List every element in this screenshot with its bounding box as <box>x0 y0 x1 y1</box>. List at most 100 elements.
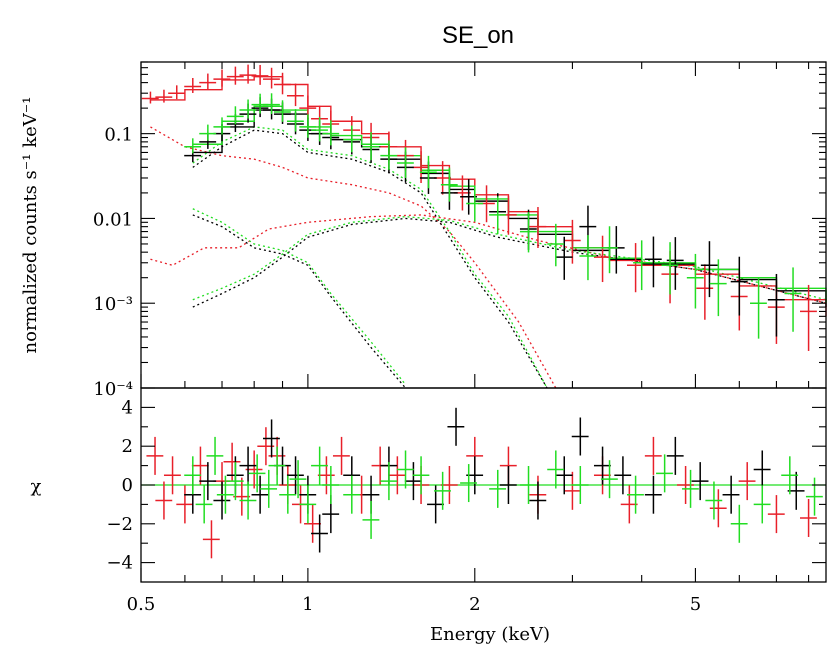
component-curve-black-soft <box>192 129 548 389</box>
residual-point-red <box>146 436 164 475</box>
y-tick-label-residuals: 4 <box>122 397 133 418</box>
data-point-green <box>226 106 244 125</box>
data-point-green <box>489 196 507 235</box>
residual-point-green <box>206 436 224 475</box>
y-tick-label-residuals: 2 <box>122 436 133 457</box>
residual-point-red <box>767 495 785 534</box>
data-point-green <box>273 100 291 122</box>
residual-point-green <box>299 485 317 524</box>
model-line-red <box>150 75 827 317</box>
data-point-green <box>239 99 257 119</box>
residual-point-green <box>547 450 565 489</box>
data-point-red <box>239 64 257 84</box>
residual-point-green <box>184 456 202 495</box>
data-point-green <box>600 226 618 274</box>
residual-point-green <box>805 477 823 516</box>
residual-point-green <box>600 460 618 499</box>
data-point-green <box>396 147 414 178</box>
component-curve-black-hard <box>192 217 827 308</box>
residual-point-black <box>251 475 269 514</box>
residual-point-black <box>644 475 662 514</box>
residual-point-black <box>691 462 709 501</box>
data-point-red <box>286 83 304 107</box>
residual-point-green <box>781 456 799 495</box>
residual-point-red <box>800 498 817 537</box>
residual-point-green <box>268 446 286 485</box>
data-point-green <box>380 140 398 170</box>
residual-point-black <box>213 481 231 520</box>
residual-point-green <box>248 454 266 493</box>
residual-point-red <box>677 466 694 504</box>
residual-point-red <box>304 504 321 543</box>
residual-point-green <box>412 456 430 495</box>
residual-point-green <box>753 485 771 524</box>
residual-point-red <box>176 485 194 524</box>
residual-point-green <box>260 469 278 508</box>
x-tick-label: 1 <box>302 594 313 615</box>
residual-point-black <box>404 462 422 501</box>
residual-point-green <box>656 454 673 493</box>
component-curve-red-soft <box>150 126 557 389</box>
data-point-red <box>529 207 547 249</box>
data-point-red <box>273 72 291 95</box>
residual-point-green <box>239 481 257 520</box>
data-point-red <box>168 85 186 100</box>
data-point-red <box>593 235 611 283</box>
data-point-green <box>579 235 597 281</box>
residual-point-red <box>709 489 727 528</box>
residual-point-green <box>343 475 361 514</box>
y-tick-label-residuals: 0 <box>122 475 133 496</box>
residual-point-red <box>440 466 458 504</box>
residual-point-black <box>529 481 547 520</box>
residual-point-red <box>388 456 406 495</box>
model-line-black <box>192 109 827 308</box>
residual-point-green <box>434 471 451 510</box>
data-point-black <box>644 236 662 288</box>
data-point-green <box>343 125 361 153</box>
residual-point-black <box>666 436 684 475</box>
residual-point-red <box>317 456 335 495</box>
residual-point-black <box>427 485 444 524</box>
data-point-green <box>299 114 317 138</box>
x-tick-label: 2 <box>469 594 480 615</box>
residual-point-green <box>489 469 507 508</box>
residual-point-black <box>286 456 304 495</box>
data-point-black <box>767 273 785 337</box>
spectrum-panel <box>141 64 827 389</box>
residual-point-red <box>563 471 581 510</box>
component-curve-green-low <box>192 208 407 385</box>
residual-point-red <box>155 481 173 520</box>
y-tick-label-spectrum: 0.1 <box>104 125 133 146</box>
data-point-red <box>434 161 451 195</box>
residual-point-green <box>705 481 723 520</box>
residual-point-black <box>447 407 465 446</box>
residual-point-red <box>332 436 350 475</box>
data-point-red <box>251 64 269 85</box>
data-point-green <box>322 120 340 146</box>
data-point-green <box>633 240 650 291</box>
residual-panel <box>141 407 826 559</box>
residual-point-black <box>593 446 611 485</box>
data-point-black <box>730 256 748 316</box>
x-tick-label: 0.5 <box>127 594 156 615</box>
residual-point-green <box>362 500 380 539</box>
y-axis-label-residuals: χ <box>31 476 42 497</box>
residual-point-red <box>644 436 662 475</box>
data-point-red <box>696 264 714 320</box>
data-point-red <box>184 78 202 93</box>
residual-point-red <box>191 446 209 485</box>
data-point-green <box>709 259 727 317</box>
data-point-green <box>440 167 458 202</box>
residual-point-green <box>226 462 244 501</box>
data-point-green <box>199 124 217 141</box>
data-point-green <box>184 138 202 154</box>
x-tick-label: 5 <box>690 594 701 615</box>
y-axis-label-spectrum: normalized counts s⁻¹ keV⁻¹ <box>20 97 41 354</box>
component-curve-green-hard <box>192 215 827 301</box>
data-point-black <box>555 236 573 280</box>
residual-point-green <box>311 446 328 485</box>
data-point-green <box>419 155 437 189</box>
component-curve-black-low <box>192 214 407 389</box>
residual-point-red <box>223 442 241 481</box>
residual-point-green <box>279 475 297 514</box>
